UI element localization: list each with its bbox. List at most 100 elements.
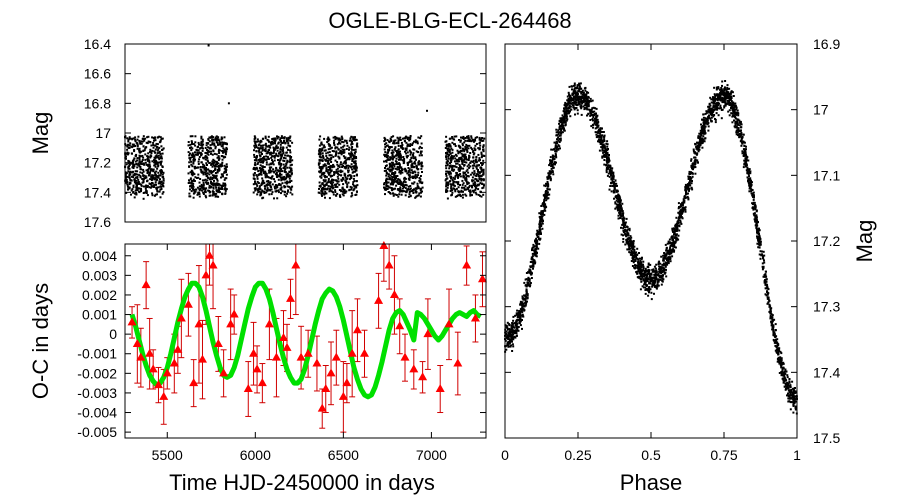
lc-point xyxy=(280,186,283,189)
lc-point xyxy=(279,143,282,146)
lc-point xyxy=(459,140,462,143)
lc-point xyxy=(327,180,330,182)
lc-point xyxy=(197,149,200,152)
lc-point xyxy=(474,136,477,139)
lc-point xyxy=(453,160,456,163)
lc-point xyxy=(282,159,285,162)
lc-point xyxy=(153,171,156,174)
lc-point xyxy=(287,148,289,151)
lc-point xyxy=(263,166,266,168)
oc-point xyxy=(342,378,352,387)
phased-point xyxy=(598,149,601,152)
lc-point xyxy=(355,166,358,169)
phased-point xyxy=(654,272,657,275)
phased-point xyxy=(529,284,532,287)
lc-point xyxy=(212,193,215,195)
lc-point xyxy=(394,180,397,183)
lc-point xyxy=(212,163,215,166)
lc-point xyxy=(320,176,323,179)
lc-point xyxy=(273,180,276,183)
lc-point xyxy=(159,182,162,185)
phased-point xyxy=(698,148,701,151)
lc-point xyxy=(461,155,464,158)
lc-point xyxy=(354,161,357,163)
lc-point xyxy=(334,146,337,149)
phased-point xyxy=(752,201,755,204)
lc-point xyxy=(259,141,262,144)
lc-point xyxy=(128,144,131,147)
lc-point xyxy=(197,160,200,163)
lc-ytick-label: 17.4 xyxy=(84,184,111,200)
lc-point xyxy=(394,167,397,170)
phased-point xyxy=(607,148,609,150)
lc-point xyxy=(394,171,397,174)
lc-point xyxy=(415,158,417,161)
phased-point xyxy=(666,242,669,245)
lc-point xyxy=(265,161,268,164)
lc-point xyxy=(188,195,191,198)
lc-point xyxy=(391,165,393,168)
lc-point xyxy=(276,135,278,138)
lc-point xyxy=(255,159,258,162)
phased-point xyxy=(513,332,516,335)
lc-point xyxy=(408,193,411,196)
lc-point xyxy=(215,165,218,168)
oc-ytick-label: 0.001 xyxy=(82,307,117,323)
lc-point xyxy=(223,164,226,167)
lc-point xyxy=(160,155,163,158)
phased-point xyxy=(707,129,710,132)
lc-point xyxy=(449,172,452,175)
lc-point xyxy=(189,171,192,174)
lc-ytick-label: 16.6 xyxy=(84,66,111,82)
lc-point xyxy=(159,140,162,143)
lc-point xyxy=(261,146,264,149)
lc-point xyxy=(476,164,479,167)
phased-point xyxy=(538,221,541,224)
phased-point xyxy=(701,131,704,134)
lc-point xyxy=(220,136,223,139)
lc-point xyxy=(478,136,481,139)
lc-point xyxy=(339,142,342,145)
lc-point xyxy=(349,154,352,156)
lc-point xyxy=(129,137,132,140)
lc-point xyxy=(282,178,285,181)
lc-point xyxy=(156,152,159,155)
lc-point xyxy=(445,152,447,154)
lc-point xyxy=(480,177,482,180)
lc-point xyxy=(346,142,349,145)
lc-point xyxy=(283,185,286,188)
lc-point xyxy=(482,168,485,171)
lc-point xyxy=(409,145,412,147)
lc-point xyxy=(271,159,273,162)
phased-point xyxy=(578,82,581,85)
lc-point xyxy=(132,143,135,146)
phased-point xyxy=(704,125,707,128)
lc-point xyxy=(154,136,156,139)
lc-point xyxy=(192,182,195,185)
lc-point xyxy=(133,181,136,184)
lc-point xyxy=(192,196,195,199)
phased-point xyxy=(614,179,617,182)
lc-point xyxy=(327,166,330,168)
lc-point xyxy=(413,181,416,184)
lc-point xyxy=(214,195,217,198)
lc-point xyxy=(478,164,481,167)
lc-point xyxy=(144,187,147,190)
lc-point xyxy=(139,141,142,144)
lc-point xyxy=(217,136,220,139)
lc-point xyxy=(465,156,467,159)
lc-point xyxy=(212,191,215,193)
phased-point xyxy=(712,96,714,99)
phased-point xyxy=(657,278,660,281)
lc-point xyxy=(283,160,286,162)
lc-point xyxy=(276,169,279,172)
lc-point xyxy=(203,164,206,167)
lc-point xyxy=(385,164,388,167)
lc-point xyxy=(127,170,130,173)
lc-point xyxy=(413,162,416,165)
lc-point xyxy=(458,139,460,141)
lc-point xyxy=(274,169,277,172)
lc-point xyxy=(348,189,351,192)
lc-point xyxy=(473,170,476,173)
lc-point xyxy=(461,147,464,150)
